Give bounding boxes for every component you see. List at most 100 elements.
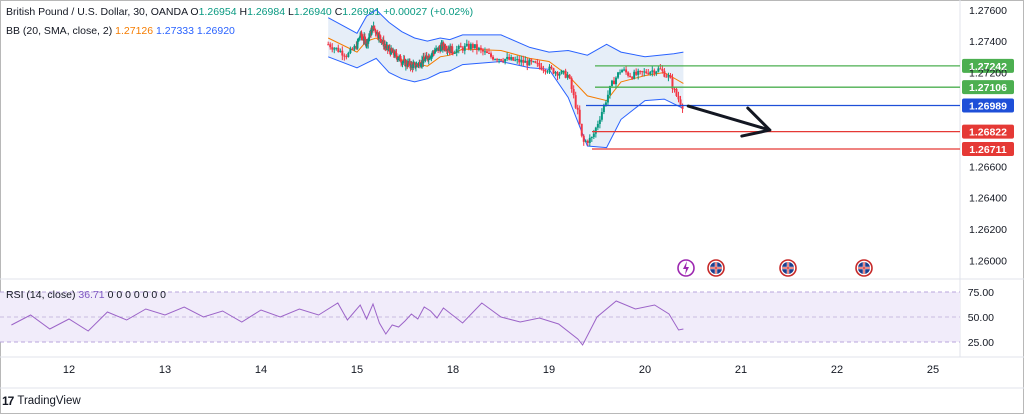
bb-lower-value: 1.26920: [196, 25, 235, 37]
candle-body: [496, 59, 499, 61]
candle-body: [568, 74, 571, 79]
candle-body: [631, 76, 634, 79]
candle-body: [669, 75, 672, 79]
legend-open: 1.26954: [198, 6, 237, 18]
candle-body: [623, 69, 626, 71]
candle-body: [349, 48, 352, 54]
price-tick-1.26200: 1.26200: [969, 224, 1007, 236]
candle-body: [431, 53, 434, 55]
candle-body: [401, 62, 404, 64]
uk-flag-event-icon[interactable]: [855, 259, 873, 277]
level-tag-1.27106: [962, 80, 1014, 95]
candle-body: [331, 47, 334, 50]
candle-body: [357, 38, 360, 41]
candle-body: [673, 88, 676, 90]
candle-body: [386, 44, 389, 50]
candle-body: [526, 60, 529, 66]
candle-body: [639, 70, 642, 72]
candle-body: [602, 104, 605, 113]
candle-body: [376, 32, 379, 37]
candle-body: [437, 47, 440, 51]
candle-body: [351, 48, 354, 50]
candle-body: [516, 58, 519, 60]
candle-body: [572, 89, 575, 96]
candle-body: [481, 49, 484, 52]
price-tick-1.27200: 1.27200: [969, 67, 1007, 79]
legend-symbol[interactable]: British Pound / U.S. Dollar, 30, OANDA: [6, 6, 188, 18]
candle-body: [339, 50, 342, 52]
arrow-shaft: [686, 104, 772, 132]
time-tick-12: 12: [63, 364, 75, 376]
level-tag-1.26822: [962, 124, 1014, 139]
candle-body: [504, 58, 507, 62]
uk-flag-event-icon[interactable]: [707, 259, 725, 277]
candle-body: [600, 112, 603, 120]
candle-body: [363, 36, 366, 39]
candle-body: [384, 44, 387, 47]
candle-body: [469, 44, 472, 49]
bb-basis-value: 1.27126: [115, 25, 154, 37]
time-tick-25: 25: [927, 364, 939, 376]
candle-body: [432, 51, 435, 53]
candle-body: [394, 52, 397, 57]
candle-body: [615, 77, 618, 85]
candle-body: [424, 58, 427, 61]
arrow-head: [740, 106, 772, 138]
candle-body: [402, 59, 405, 62]
uk-flag-event-icon[interactable]: [779, 259, 797, 277]
candle-body: [343, 55, 346, 57]
candle-body: [675, 88, 678, 96]
candle-body: [361, 37, 364, 40]
legend-o-label: O: [190, 6, 199, 18]
candle-body: [430, 54, 433, 58]
candle-body: [483, 51, 486, 53]
candle-body: [588, 137, 591, 143]
candle-body: [586, 140, 589, 143]
earnings-event-icon[interactable]: [677, 259, 695, 277]
brand-name: TradingView: [17, 395, 81, 407]
candle-body: [645, 71, 648, 74]
candle-body: [337, 47, 340, 52]
candle-body: [327, 44, 330, 46]
legend-close: 1.26981: [342, 6, 381, 18]
candle-body: [425, 55, 428, 59]
candle-body: [657, 68, 660, 72]
candle-body: [419, 65, 422, 67]
bb-label[interactable]: BB (20, SMA, close, 2): [6, 25, 113, 37]
candle-body: [394, 52, 397, 54]
candle-body: [671, 78, 674, 89]
tradingview-brand[interactable]: 17 TradingView: [2, 392, 81, 410]
candle-body: [457, 45, 460, 50]
candle-body: [570, 78, 573, 90]
candle-body: [514, 59, 517, 61]
candle-body: [399, 56, 402, 62]
candle-body: [564, 70, 567, 78]
rsi-label[interactable]: RSI (14, close): [6, 289, 76, 301]
candle-body: [677, 95, 680, 100]
price-tick-1.27600: 1.27600: [969, 5, 1007, 17]
candle-body: [633, 71, 636, 79]
candle-body: [357, 40, 360, 42]
candle-body: [422, 57, 425, 64]
candle-body: [395, 53, 398, 57]
event-icons[interactable]: [677, 259, 873, 277]
candle-body: [406, 61, 409, 67]
legend-change: +0.00027 (+0.02%): [383, 6, 474, 18]
candle-body: [414, 63, 417, 68]
candle-body: [364, 38, 367, 45]
candle-body: [627, 72, 630, 76]
candle-body: [355, 45, 358, 49]
candle-body: [681, 104, 684, 109]
candle-body: [566, 74, 569, 78]
candle-body: [359, 35, 362, 38]
tradingview-logo-icon: 17: [2, 394, 14, 408]
candle-body: [341, 50, 344, 56]
axes: 1.27600 1.27400 1.27200 1.26600 1.26400 1.262…: [63, 5, 1007, 376]
candle-body: [370, 29, 373, 35]
candle-body: [367, 39, 370, 44]
candle-body: [329, 44, 332, 48]
time-tick-18: 18: [447, 364, 459, 376]
candle-body: [408, 61, 411, 66]
legend-c-label: C: [334, 6, 343, 18]
